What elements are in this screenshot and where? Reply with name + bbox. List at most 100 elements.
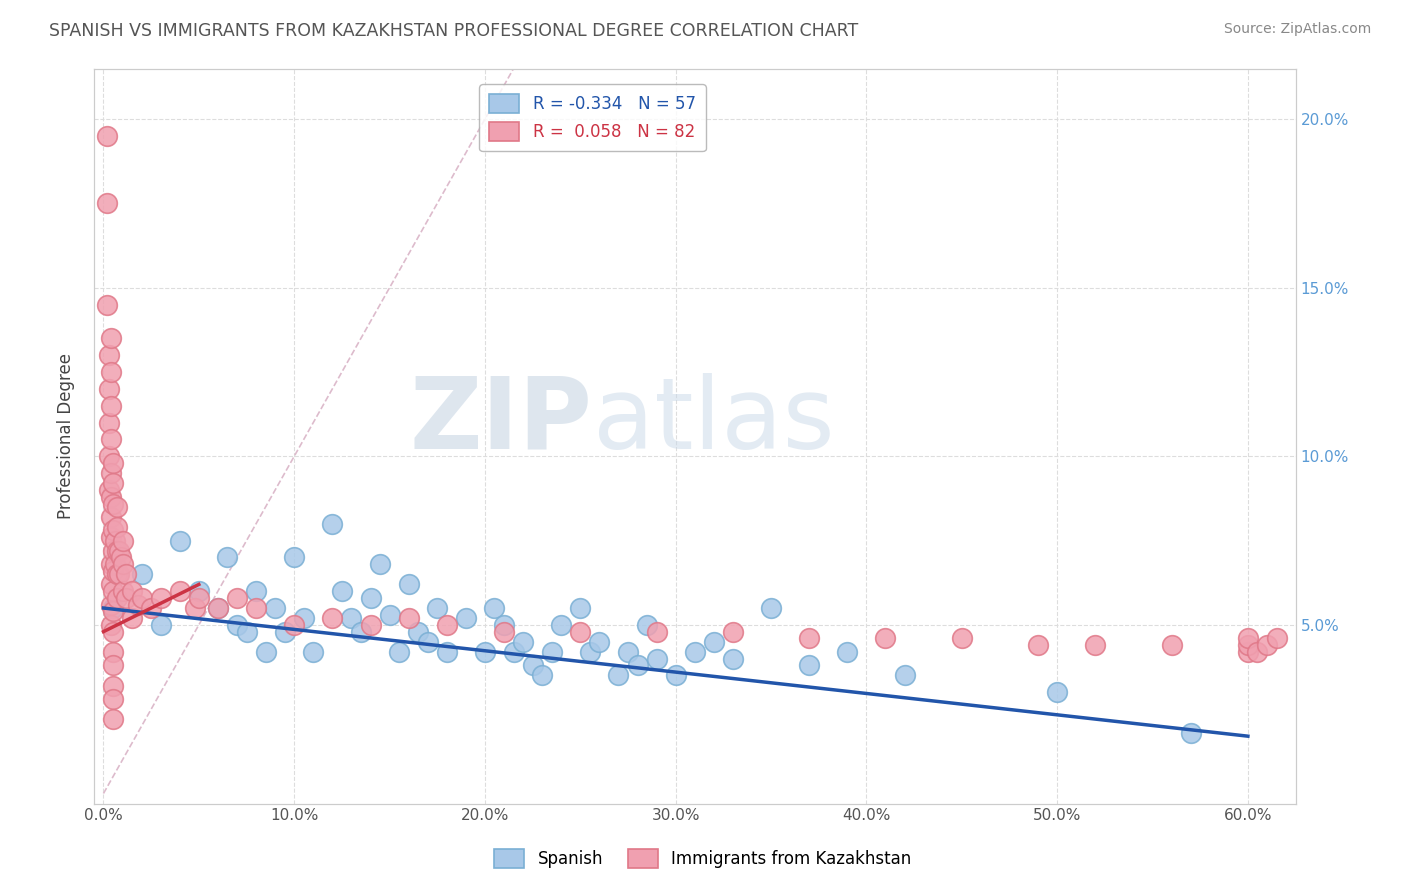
Point	[330, 584, 353, 599]
Point	[283, 618, 305, 632]
Point	[184, 601, 207, 615]
Point	[264, 601, 287, 615]
Point	[100, 433, 122, 447]
Point	[645, 651, 668, 665]
Point	[101, 584, 124, 599]
Point	[127, 598, 149, 612]
Point	[636, 618, 658, 632]
Point	[1180, 726, 1202, 740]
Point	[245, 601, 267, 615]
Point	[101, 543, 124, 558]
Point	[799, 632, 821, 646]
Point	[101, 564, 124, 578]
Point	[350, 624, 373, 639]
Point	[110, 550, 132, 565]
Point	[1265, 632, 1288, 646]
Point	[100, 577, 122, 591]
Y-axis label: Professional Degree: Professional Degree	[58, 353, 75, 519]
Point	[474, 645, 496, 659]
Point	[100, 530, 122, 544]
Point	[875, 632, 897, 646]
Legend: R = -0.334   N = 57, R =  0.058   N = 82: R = -0.334 N = 57, R = 0.058 N = 82	[479, 84, 706, 151]
Point	[115, 591, 138, 605]
Text: atlas: atlas	[592, 373, 834, 470]
Point	[626, 658, 648, 673]
Point	[101, 624, 124, 639]
Point	[100, 331, 122, 345]
Point	[121, 584, 143, 599]
Point	[235, 624, 257, 639]
Point	[436, 618, 458, 632]
Point	[105, 567, 128, 582]
Point	[149, 591, 172, 605]
Point	[569, 624, 592, 639]
Point	[502, 645, 524, 659]
Point	[1237, 632, 1260, 646]
Point	[703, 634, 725, 648]
Point	[388, 645, 411, 659]
Point	[579, 645, 602, 659]
Point	[100, 365, 122, 379]
Point	[131, 591, 153, 605]
Point	[522, 658, 544, 673]
Point	[96, 128, 118, 143]
Point	[416, 634, 439, 648]
Point	[1160, 638, 1182, 652]
Point	[98, 483, 121, 497]
Point	[105, 520, 128, 534]
Point	[101, 496, 124, 510]
Point	[492, 624, 515, 639]
Point	[378, 607, 401, 622]
Point	[105, 543, 128, 558]
Point	[107, 543, 129, 558]
Point	[512, 634, 534, 648]
Point	[398, 577, 420, 591]
Point	[207, 601, 229, 615]
Point	[340, 611, 363, 625]
Point	[360, 618, 382, 632]
Point	[721, 651, 744, 665]
Point	[569, 601, 592, 615]
Point	[588, 634, 610, 648]
Point	[207, 601, 229, 615]
Point	[360, 591, 382, 605]
Point	[837, 645, 859, 659]
Point	[169, 584, 191, 599]
Text: Source: ZipAtlas.com: Source: ZipAtlas.com	[1223, 22, 1371, 37]
Point	[1237, 645, 1260, 659]
Point	[101, 601, 124, 615]
Point	[665, 668, 688, 682]
Point	[368, 558, 391, 572]
Point	[101, 712, 124, 726]
Point	[141, 601, 163, 615]
Point	[759, 601, 782, 615]
Point	[1256, 638, 1278, 652]
Point	[98, 382, 121, 396]
Point	[101, 604, 124, 618]
Point	[115, 567, 138, 582]
Point	[950, 632, 973, 646]
Point	[98, 348, 121, 362]
Point	[101, 645, 124, 659]
Point	[893, 668, 915, 682]
Point	[1246, 645, 1268, 659]
Point	[100, 618, 122, 632]
Point	[98, 416, 121, 430]
Point	[273, 624, 295, 639]
Point	[100, 490, 122, 504]
Point	[111, 584, 134, 599]
Legend: Spanish, Immigrants from Kazakhstan: Spanish, Immigrants from Kazakhstan	[488, 842, 918, 875]
Point	[101, 524, 124, 538]
Point	[454, 611, 477, 625]
Text: SPANISH VS IMMIGRANTS FROM KAZAKHSTAN PROFESSIONAL DEGREE CORRELATION CHART: SPANISH VS IMMIGRANTS FROM KAZAKHSTAN PR…	[49, 22, 859, 40]
Point	[187, 584, 209, 599]
Point	[254, 645, 277, 659]
Point	[607, 668, 630, 682]
Point	[302, 645, 325, 659]
Point	[531, 668, 554, 682]
Point	[121, 611, 143, 625]
Point	[101, 456, 124, 470]
Point	[100, 558, 122, 572]
Point	[321, 611, 343, 625]
Point	[100, 399, 122, 413]
